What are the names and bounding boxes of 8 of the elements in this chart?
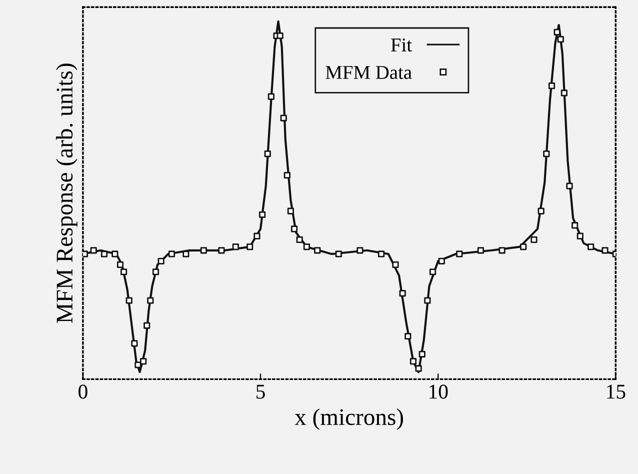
x-tick-label: 5 <box>256 384 265 399</box>
y-axis-title: MFM Response (arb. units) <box>56 64 78 323</box>
x-axis-title: x (microns) <box>294 408 404 430</box>
x-tick-label: 0 <box>78 384 88 399</box>
legend-label: MFM Data <box>326 66 412 79</box>
x-tick-label: 15 <box>607 384 626 399</box>
x-tick-label: 10 <box>430 384 448 399</box>
legend-label: Fit <box>391 38 412 52</box>
